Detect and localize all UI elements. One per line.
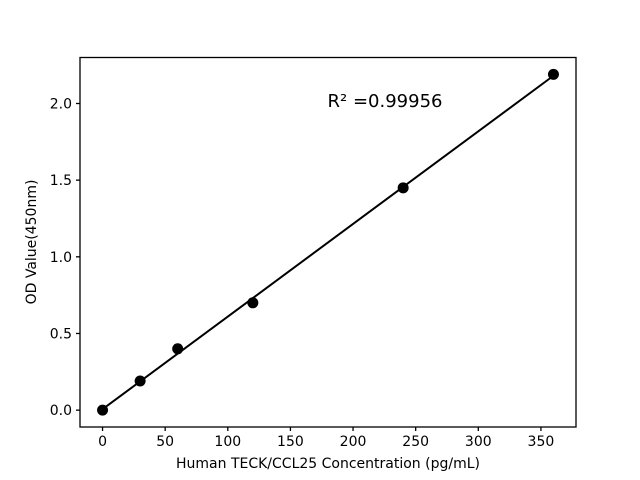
plot-generated-layer: 0 50 100 150 200 250 300 350 0.0 0.5 1.0 1.5 2.0 [50, 56, 577, 450]
x-tick-label: 350 [528, 434, 555, 450]
y-tick-label: 0.0 [50, 403, 72, 419]
x-tick-label: 100 [214, 434, 241, 450]
y-tick-label: 2.0 [50, 96, 72, 112]
x-axis-label: Human TECK/CCL25 Concentration (pg/mL) [176, 456, 480, 472]
data-point [134, 375, 146, 387]
x-tick-label: 150 [277, 434, 304, 450]
x-tick-label: 300 [465, 434, 492, 450]
data-point [97, 404, 109, 416]
x-tick-label: 250 [402, 434, 429, 450]
y-axis-label: OD Value(450nm) [24, 180, 40, 305]
x-tick-label: 200 [340, 434, 367, 450]
annotation-r-squared: R² =0.99956 [328, 91, 443, 112]
fit-line [101, 74, 555, 411]
data-point [397, 182, 409, 194]
x-tick-label: 50 [156, 434, 174, 450]
y-tick-label: 1.5 [50, 173, 72, 189]
x-tick-label: 0 [98, 434, 107, 450]
y-tick-label: 1.0 [50, 250, 72, 266]
y-tick-label: 0.5 [50, 326, 72, 342]
data-point [547, 68, 559, 80]
axes-border [79, 56, 577, 428]
data-point [172, 343, 184, 355]
data-point [247, 297, 259, 309]
